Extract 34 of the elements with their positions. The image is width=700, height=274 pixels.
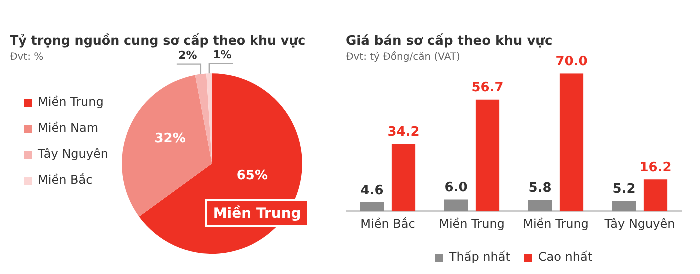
legend-label: Miền Trung: [38, 95, 104, 110]
chart-subtitle: Đvt: %: [10, 52, 44, 64]
data-label: 4.6: [360, 183, 384, 198]
bar: [644, 180, 668, 212]
bar: [560, 74, 584, 212]
x-tick-label: Miền Trung: [523, 216, 589, 231]
data-label: 34.2: [388, 125, 420, 140]
data-label: 32%: [154, 132, 186, 147]
data-label: 70.0: [556, 54, 588, 70]
x-tick-label: Tây Nguyên: [604, 216, 676, 231]
legend-label: Thấp nhất: [448, 250, 511, 264]
data-label: 6.0: [444, 180, 468, 196]
bar: [444, 200, 468, 212]
chart-subtitle: Đvt: tỷ Đồng/căn (VAT): [346, 51, 460, 64]
bar: [360, 202, 384, 212]
data-label: 16.2: [640, 160, 672, 176]
legend-label: Miền Nam: [38, 121, 99, 136]
chart-title: Giá bán sơ cấp theo khu vực: [346, 33, 553, 50]
bar: [612, 201, 636, 212]
legend-label: Cao nhất: [538, 250, 593, 264]
chart-title: Tỷ trọng nguồn cung sơ cấp theo khu vực: [10, 33, 306, 50]
bar: [528, 200, 552, 212]
data-label: 56.7: [472, 80, 504, 96]
legend-label: Miền Bắc: [38, 173, 93, 188]
data-label: 5.8: [528, 181, 552, 196]
data-label: 2%: [178, 49, 198, 62]
x-tick-label: Miền Bắc: [360, 216, 416, 231]
bar: [392, 144, 416, 212]
data-label: 1%: [213, 48, 232, 62]
x-tick-label: Miền Trung: [439, 216, 505, 231]
data-label: 5.2: [612, 182, 636, 198]
bar: [476, 100, 500, 212]
data-label: 65%: [236, 168, 268, 184]
legend-label: Tây Nguyên: [37, 147, 108, 162]
